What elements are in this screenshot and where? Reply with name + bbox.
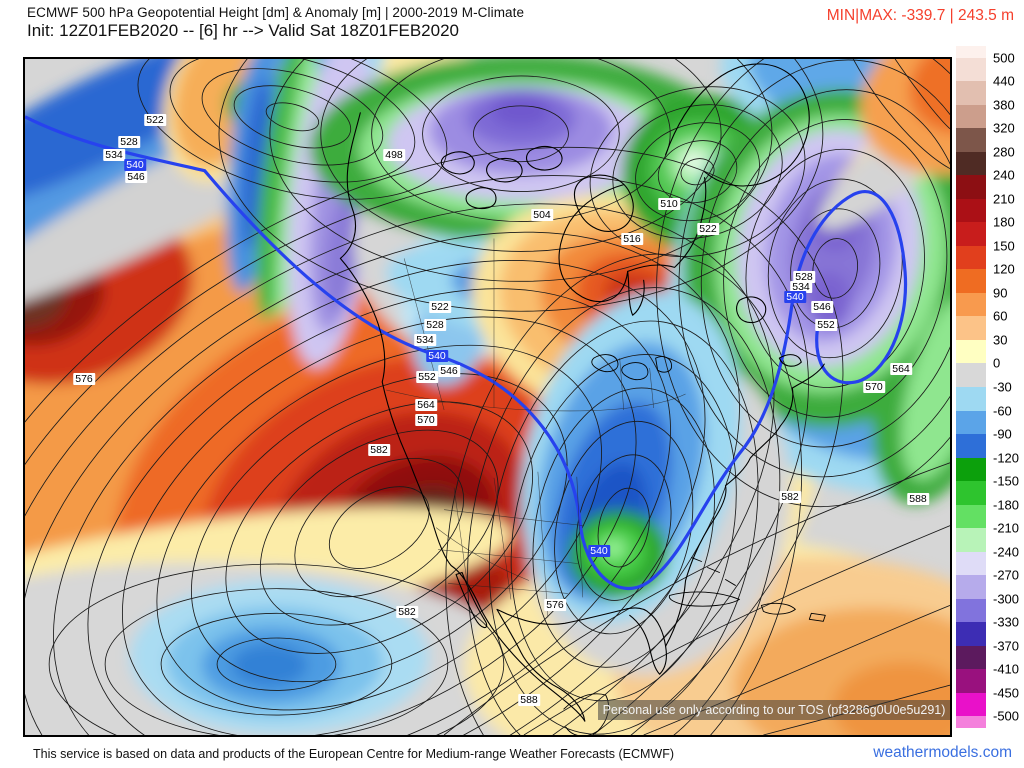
colorbar-tick: 0 [993,355,1001,371]
colorbar-swatch [956,528,986,552]
colorbar-tick: -120 [993,450,1020,466]
colorbar-swatch [956,151,986,176]
colorbar-tick: 90 [993,285,1008,301]
colorbar-swatch [956,504,986,529]
colorbar-tick: 210 [993,191,1015,207]
colorbar-swatch [956,457,986,482]
colorbar-tick: 150 [993,238,1015,254]
colorbar-tick: -370 [993,638,1020,654]
colorbar-swatch [956,222,986,246]
colorbar-swatch [956,481,986,505]
colorbar-tick: -180 [993,497,1020,513]
brand-link[interactable]: weathermodels.com [873,744,1012,761]
chart-init-valid-line: Init: 12Z01FEB2020 -- [6] hr --> Valid S… [27,21,459,40]
colorbar-swatch [956,692,986,717]
colorbar-tick: -240 [993,544,1020,560]
colorbar-swatch [956,410,986,435]
colorbar-tick: -90 [993,426,1012,442]
colorbar-swatch [956,128,986,152]
colorbar-swatch [956,57,986,82]
colorbar-swatch [956,575,986,599]
colorbar-swatch [956,622,986,646]
map-canvas [25,59,950,735]
colorbar-tick: 60 [993,308,1008,324]
colorbar-swatch [956,269,986,293]
footer-disclaimer: This service is based on data and produc… [33,747,675,761]
colorbar-tick: -410 [993,661,1020,677]
colorbar-swatch [956,339,986,364]
colorbar-tick: -30 [993,379,1012,395]
colorbar-swatch [956,434,986,458]
colorbar-swatch [956,645,986,670]
colorbar-swatch [956,46,986,58]
colorbar-tick: -270 [993,567,1020,583]
minmax-readout: MIN|MAX: -339.7 | 243.5 m [826,7,1014,24]
colorbar-tick: -300 [993,591,1020,607]
colorbar-swatch [956,104,986,129]
colorbar-tick: -330 [993,614,1020,630]
colorbar-tick: 180 [993,214,1015,230]
coastlines [339,63,826,735]
colorbar-swatch [956,245,986,270]
colorbar-tick: -210 [993,520,1020,536]
colorbar-tick: 280 [993,144,1015,160]
colorbar-swatch [956,175,986,199]
chart-title: ECMWF 500 hPa Geopotential Height [dm] &… [27,5,525,20]
colorbar-tick: 30 [993,332,1008,348]
colorbar-swatch [956,198,986,223]
colorbar-swatch [956,598,986,623]
colorbar-swatch [956,316,986,340]
map-panel: 522 528 534 540 546 498 510 504 516 522 528 534 540 5… [23,57,952,737]
colorbar-swatch [956,551,986,576]
colorbar-swatch [956,363,986,387]
colorbar-tick: 240 [993,167,1015,183]
colorbar-swatch [956,386,986,411]
colorbar-tick: 440 [993,73,1015,89]
colorbar-tick: -500 [993,708,1020,724]
watermark: Personal use only according to our TOS (… [598,700,950,720]
colorbar-swatch [956,81,986,105]
thick-540-contour [25,115,908,591]
colorbar-tick: -450 [993,685,1020,701]
colorbar-tick: -60 [993,403,1012,419]
colorbar-tick: 500 [993,50,1015,66]
colorbar-swatch [956,292,986,317]
colorbar-tick: 120 [993,261,1015,277]
colorbar-swatch [956,716,986,728]
colorbar-swatches [956,46,986,728]
colorbar-tick: -150 [993,473,1020,489]
colorbar-tick: 380 [993,97,1015,113]
colorbar-tick: 320 [993,120,1015,136]
colorbar-swatch [956,669,986,693]
colorbar-ticks: 500 440 380 320 280 240 210 180 150 120 90 60 30 0 -30… [956,46,1022,728]
